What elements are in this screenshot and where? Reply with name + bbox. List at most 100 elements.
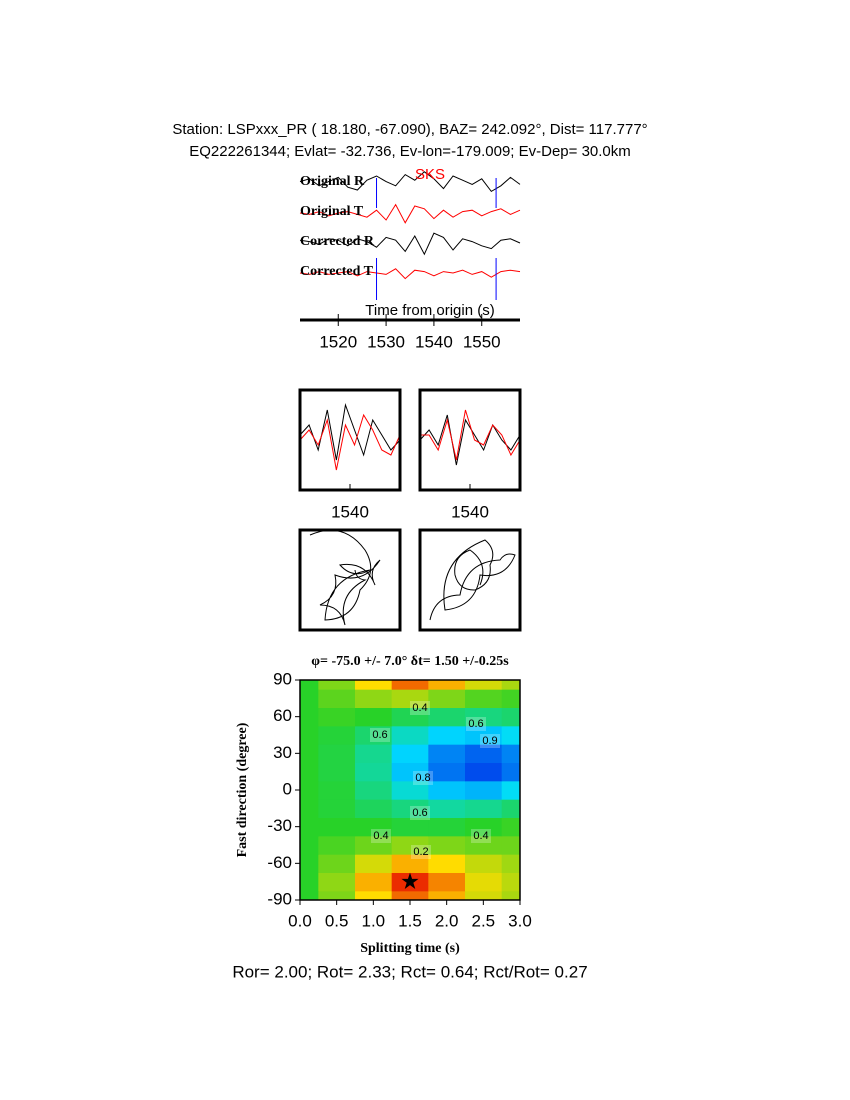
heatmap-cell <box>300 854 319 873</box>
y-tick-label: -30 <box>267 816 292 835</box>
heatmap-cell <box>391 817 429 837</box>
heatmap-cell <box>391 835 429 855</box>
contour-label-bg <box>413 771 433 785</box>
contour-label: 0.8 <box>415 772 430 784</box>
heatmap-cell <box>428 817 466 837</box>
heatmap-cell <box>318 799 356 818</box>
heatmap-cell <box>355 744 393 763</box>
heatmap-cell <box>355 817 393 837</box>
contour-label-bg <box>480 734 500 748</box>
heatmap-cell <box>355 707 393 727</box>
heatmap-cell <box>501 835 520 855</box>
heatmap-cell <box>428 890 466 900</box>
y-axis-label: Fast direction (degree) <box>235 722 250 857</box>
heatmap-cell <box>355 780 393 800</box>
heatmap-cell <box>501 725 520 745</box>
heatmap-cell <box>300 780 319 800</box>
heatmap-cell <box>501 780 520 800</box>
particle-motion <box>309 529 381 626</box>
heatmap-cell <box>300 799 319 818</box>
trace-label: Corrected R <box>300 234 375 249</box>
x-tick-label: 1540 <box>451 502 489 521</box>
phase-label: SKS <box>415 166 445 183</box>
header-line: Station: LSPxxx_PR ( 18.180, -67.090), B… <box>172 121 647 138</box>
heatmap-cell <box>501 890 520 900</box>
contour-label: 0.9 <box>482 735 497 747</box>
heatmap-cell <box>300 835 319 855</box>
heatmap-cell <box>355 890 393 900</box>
x-tick-label: 1540 <box>415 332 453 351</box>
heatmap-cell <box>465 689 503 708</box>
heatmap-cell <box>391 854 429 873</box>
heatmap-cell <box>465 854 503 873</box>
x-tick-label: 0.5 <box>325 911 349 930</box>
heatmap-cell <box>318 854 356 873</box>
x-tick-label: 1550 <box>463 332 501 351</box>
heatmap-cell <box>465 835 503 855</box>
x-tick-label: 1530 <box>367 332 405 351</box>
heatmap-cell <box>428 680 466 690</box>
x-tick-label: 2.5 <box>472 911 496 930</box>
heatmap-cell <box>428 780 466 800</box>
heatmap-cell <box>318 890 356 900</box>
trace <box>299 403 401 461</box>
heatmap-cell <box>501 817 520 837</box>
heatmap-cell <box>355 854 393 873</box>
x-tick-label: 1.0 <box>362 911 386 930</box>
heatmap-cell <box>501 744 520 763</box>
heatmap-cell <box>428 835 466 855</box>
heatmap-cell <box>391 780 429 800</box>
heatmap-cell <box>465 725 503 745</box>
heatmap-cell <box>318 725 356 745</box>
heatmap-cell <box>355 689 393 708</box>
heatmap-cell <box>318 707 356 727</box>
heatmap-cell <box>355 680 393 690</box>
y-tick-label: -90 <box>267 889 292 908</box>
heatmap-cell <box>501 707 520 727</box>
x-tick-label: 2.0 <box>435 911 459 930</box>
trace <box>299 171 521 193</box>
panel-frame <box>418 528 522 632</box>
trace-label: Original R <box>300 174 365 189</box>
x-tick-label: 1.5 <box>398 911 422 930</box>
heatmap-cell <box>465 707 503 727</box>
heatmap-cell <box>300 890 319 900</box>
heatmap-cell <box>465 799 503 818</box>
trace-label: Original T <box>300 204 364 219</box>
heatmap-cell <box>391 680 429 690</box>
heatmap-cell <box>465 890 503 900</box>
chart-title: φ= -75.0 +/- 7.0° δt= 1.50 +/-0.25s <box>311 654 509 669</box>
heatmap-cell <box>300 680 319 690</box>
contour-label-bg <box>370 728 390 742</box>
x-tick-label: 1540 <box>331 502 369 521</box>
heatmap-cell <box>428 707 466 727</box>
trace <box>420 409 521 461</box>
contour-label-bg <box>371 829 391 843</box>
heatmap-cell <box>318 680 356 690</box>
heatmap-cell <box>428 689 466 708</box>
heatmap-cell <box>465 817 503 837</box>
heatmap-cell <box>355 872 393 892</box>
heatmap-cell <box>465 872 503 892</box>
heatmap-cell <box>501 799 520 818</box>
heatmap-cell <box>300 725 319 745</box>
heatmap-cell <box>428 854 466 873</box>
trace <box>299 203 521 224</box>
heatmap-cell <box>318 762 356 782</box>
heatmap-cell <box>318 817 356 837</box>
trace <box>299 413 401 471</box>
y-tick-label: -60 <box>267 853 292 872</box>
trace <box>299 268 521 280</box>
x-tick-label: 0.0 <box>288 911 312 930</box>
trace-label: Corrected T <box>300 264 374 279</box>
heatmap-cell <box>391 890 429 900</box>
heatmap-cell <box>300 762 319 782</box>
x-axis-label: Splitting time (s) <box>360 941 460 956</box>
contour-label-bg <box>410 701 430 715</box>
heatmap-cell <box>501 872 520 892</box>
y-tick-label: 60 <box>273 706 292 725</box>
heatmap-cell <box>300 689 319 708</box>
x-tick-label: 1520 <box>319 332 357 351</box>
